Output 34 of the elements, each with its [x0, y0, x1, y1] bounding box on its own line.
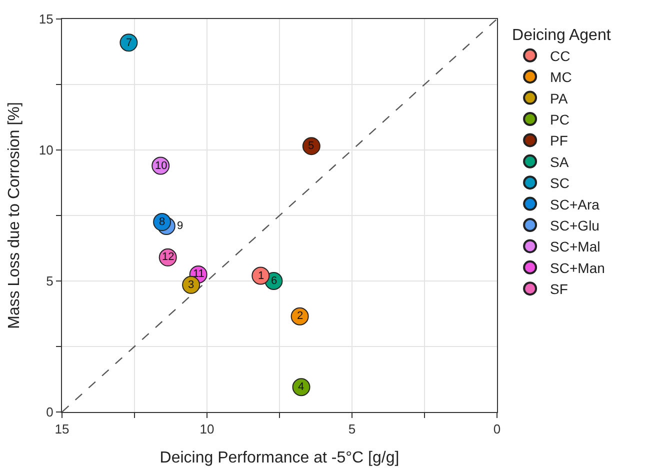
legend-label: SF	[550, 281, 568, 298]
annotation: 7	[126, 37, 132, 49]
legend-label: PC	[550, 111, 570, 128]
legend-label: SC+Man	[550, 260, 605, 276]
legend-label: SA	[550, 154, 570, 170]
annotation: 2	[297, 310, 304, 322]
annotation: 3	[188, 279, 194, 291]
annotation: 5	[308, 140, 314, 152]
annotation: 6	[271, 275, 278, 287]
y-tick-label: 0	[46, 404, 54, 420]
x-tick-label: 5	[348, 422, 356, 437]
y-tick-label: 15	[38, 12, 54, 27]
legend-label: SC+Mal	[550, 238, 600, 255]
legend-label: MC	[550, 69, 572, 86]
annotation: 12	[162, 251, 174, 263]
x-axis-title: Deicing Performance at -5°C [g/g]	[160, 449, 400, 466]
legend-label: PA	[550, 90, 568, 106]
y-tick-label: 5	[46, 274, 54, 289]
legend-label: SC+Glu	[550, 217, 600, 234]
legend-label: SC	[550, 175, 570, 192]
legend-label: SC+Ara	[550, 196, 600, 212]
y-axis-title: Mass Loss due to Corrosion [%]	[6, 102, 23, 329]
legend-title: Deicing Agent	[512, 26, 612, 44]
annotation: 9	[177, 220, 184, 232]
legend-label: PF	[550, 132, 568, 149]
annotation: 10	[155, 160, 168, 172]
y-tick-label: 10	[38, 142, 54, 158]
annotation: 11	[193, 268, 204, 280]
annotation: 1	[258, 270, 264, 282]
annotation: 4	[298, 381, 304, 393]
annotation: 8	[159, 216, 166, 228]
x-tick-label: 10	[200, 422, 214, 437]
x-tick-label: 0	[493, 422, 501, 437]
legend-label: CC	[550, 48, 570, 64]
